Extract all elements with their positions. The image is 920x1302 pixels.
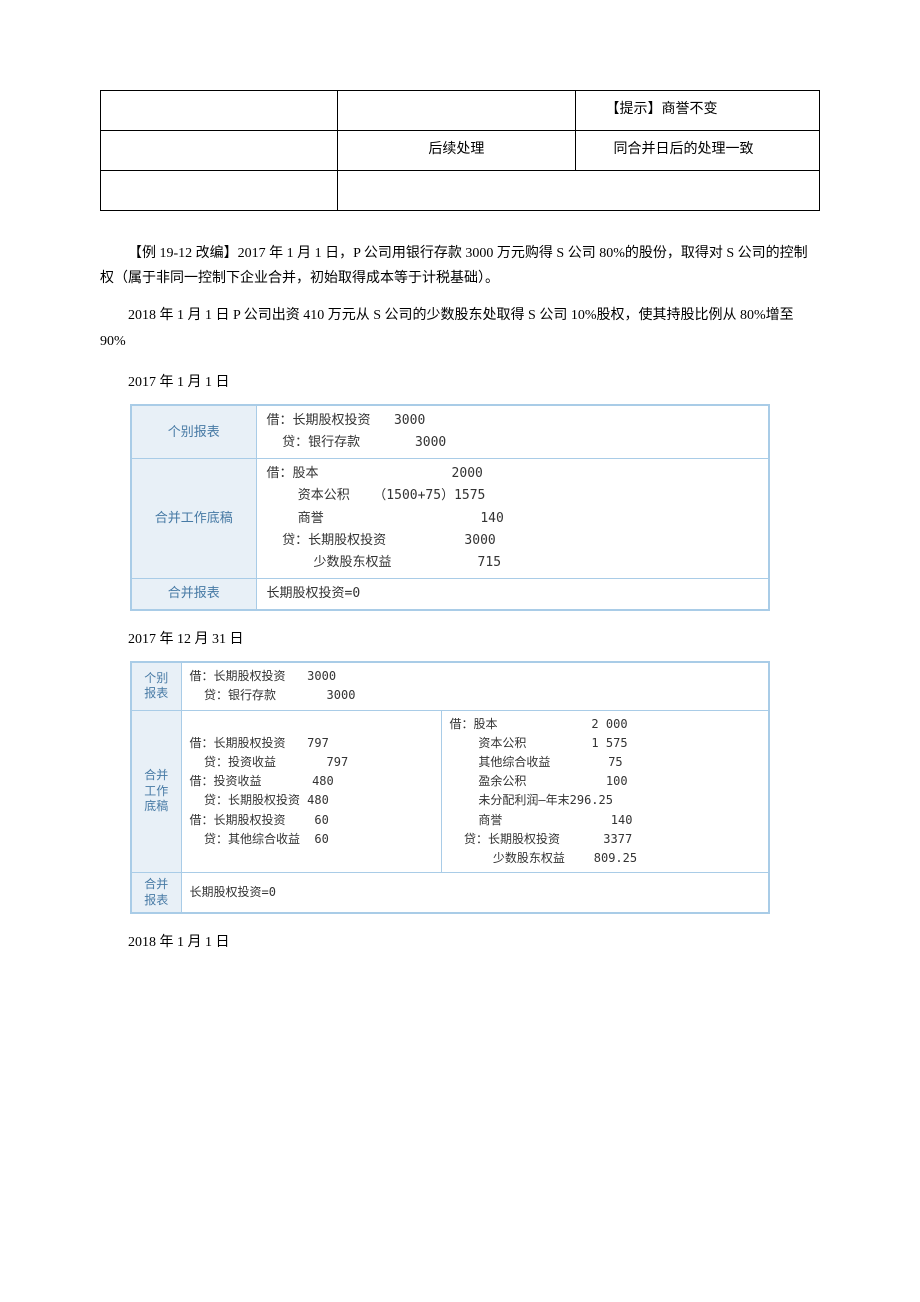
- top-r1c3: 【提示】商誉不变: [575, 91, 819, 131]
- t2-label-worksheet: 合并 工作 底稿: [131, 710, 181, 873]
- t2-label-consolidated: 合并 报表: [131, 873, 181, 914]
- top-r2c3: 同合并日后的处理一致: [575, 131, 819, 171]
- paragraph-example: 【例 19-12 改编】2017 年 1 月 1 日，P 公司用银行存款 300…: [100, 241, 820, 291]
- t1-label-consolidated: 合并报表: [131, 578, 256, 610]
- date-2017-01-01: 2017 年 1 月 1 日: [100, 372, 820, 394]
- t2-label-individual: 个别 报表: [131, 662, 181, 710]
- top-r2c1: [101, 131, 338, 171]
- t1-content-consolidated: 长期股权投资=0: [256, 578, 769, 610]
- t1-content-individual: 借：长期股权投资 3000 贷：银行存款 3000: [256, 405, 769, 459]
- top-r3c1: [101, 171, 338, 211]
- t1-label-individual: 个别报表: [131, 405, 256, 459]
- t2-content-individual: 借：长期股权投资 3000 贷：银行存款 3000: [181, 662, 769, 710]
- t2-content-worksheet-right: 借：股本 2 000 资本公积 1 575 其他综合收益 75 盈余公积 100…: [441, 710, 769, 873]
- top-r2c2: 后续处理: [338, 131, 575, 171]
- top-summary-table: 【提示】商誉不变 后续处理 同合并日后的处理一致: [100, 90, 820, 211]
- paragraph-followup: 2018 年 1 月 1 日 P 公司出资 410 万元从 S 公司的少数股东处…: [100, 303, 820, 353]
- date-2018-01-01: 2018 年 1 月 1 日: [100, 932, 820, 954]
- date-2017-12-31: 2017 年 12 月 31 日: [100, 629, 820, 651]
- table-2017-12-31: 个别 报表 借：长期股权投资 3000 贷：银行存款 3000 合并 工作 底稿…: [130, 661, 770, 914]
- t2-content-worksheet-left: 借：长期股权投资 797 贷：投资收益 797 借：投资收益 480 贷：长期股…: [181, 710, 441, 873]
- t2-content-consolidated: 长期股权投资=0: [181, 873, 769, 914]
- top-r3c2: [338, 171, 820, 211]
- t1-label-worksheet: 合并工作底稿: [131, 459, 256, 578]
- top-r1c2: [338, 91, 575, 131]
- t1-content-worksheet: 借：股本 2000 资本公积 （1500+75）1575 商誉 140 贷：长期…: [256, 459, 769, 578]
- table-2017-01-01: 个别报表 借：长期股权投资 3000 贷：银行存款 3000 合并工作底稿 借：…: [130, 404, 770, 611]
- top-r1c1: [101, 91, 338, 131]
